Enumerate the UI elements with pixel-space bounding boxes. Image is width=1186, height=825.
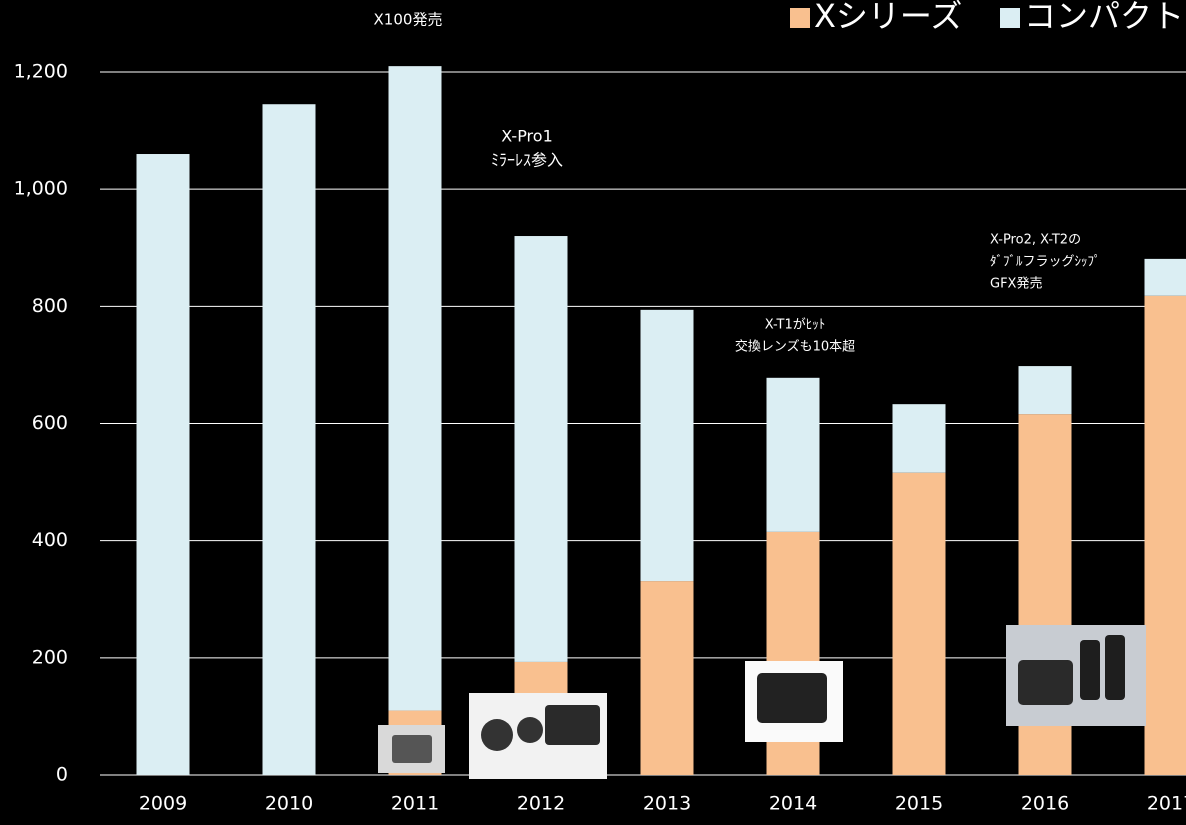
- bar-segment: [262, 104, 316, 776]
- y-tick-label: 600: [32, 412, 68, 434]
- annotation: ﾀﾞﾌﾞﾙフラッグｼｯﾌﾟ: [990, 255, 1101, 270]
- bar-segment: [1144, 295, 1186, 775]
- photos: [378, 625, 1146, 779]
- annotation: ﾐﾗｰﾚｽ参入: [491, 151, 563, 170]
- bar-segment: [640, 309, 694, 582]
- photo-lens: [517, 717, 543, 743]
- annotation: X100発売: [374, 11, 443, 29]
- photo-lens: [481, 719, 513, 751]
- annotation: X-Pro2, X-T2の: [990, 233, 1081, 248]
- y-tick-label: 0: [56, 764, 68, 786]
- legend-swatch: [1000, 8, 1020, 28]
- y-tick-label: 200: [32, 646, 68, 668]
- photo-lens: [1080, 640, 1100, 700]
- legend-swatch: [790, 8, 810, 28]
- x-tick-label: 2012: [517, 793, 565, 815]
- bar-segment: [514, 236, 568, 662]
- legend-label: Xシリーズ: [814, 0, 962, 35]
- x-tick-label: 2016: [1021, 793, 1069, 815]
- x-tick-label: 2010: [265, 793, 313, 815]
- bar-segment: [1144, 258, 1186, 296]
- bar-segment: [892, 404, 946, 473]
- bar-segment: [640, 581, 694, 775]
- bar-segment: [892, 472, 946, 775]
- x-tick-label: 2014: [769, 793, 817, 815]
- photo-camera: [392, 735, 432, 763]
- bar-segment: [766, 377, 820, 532]
- bar-segment: [136, 154, 190, 775]
- legend-label: コンパクト: [1024, 0, 1184, 35]
- photo-camera: [545, 705, 600, 745]
- bar-segment: [388, 66, 442, 711]
- x-tick-label: 2017: [1147, 793, 1186, 815]
- x-tick-label: 2009: [139, 793, 187, 815]
- y-tick-label: 400: [32, 529, 68, 551]
- y-tick-label: 1,000: [14, 178, 68, 200]
- annotation: GFX発売: [990, 276, 1042, 292]
- photo-camera: [1018, 660, 1073, 705]
- x-tick-label: 2011: [391, 793, 439, 815]
- x-tick-label: 2013: [643, 793, 691, 815]
- photo-lens: [1105, 635, 1125, 700]
- annotation: 交換レンズも10本超: [735, 339, 855, 355]
- bar-segment: [1018, 366, 1072, 415]
- y-tick-label: 800: [32, 295, 68, 317]
- photo-camera: [757, 673, 827, 723]
- y-tick-label: 1,200: [14, 61, 68, 83]
- x-tick-label: 2015: [895, 793, 943, 815]
- annotation: X-Pro1: [501, 127, 553, 146]
- annotation: X-T1がﾋｯﾄ: [765, 318, 825, 333]
